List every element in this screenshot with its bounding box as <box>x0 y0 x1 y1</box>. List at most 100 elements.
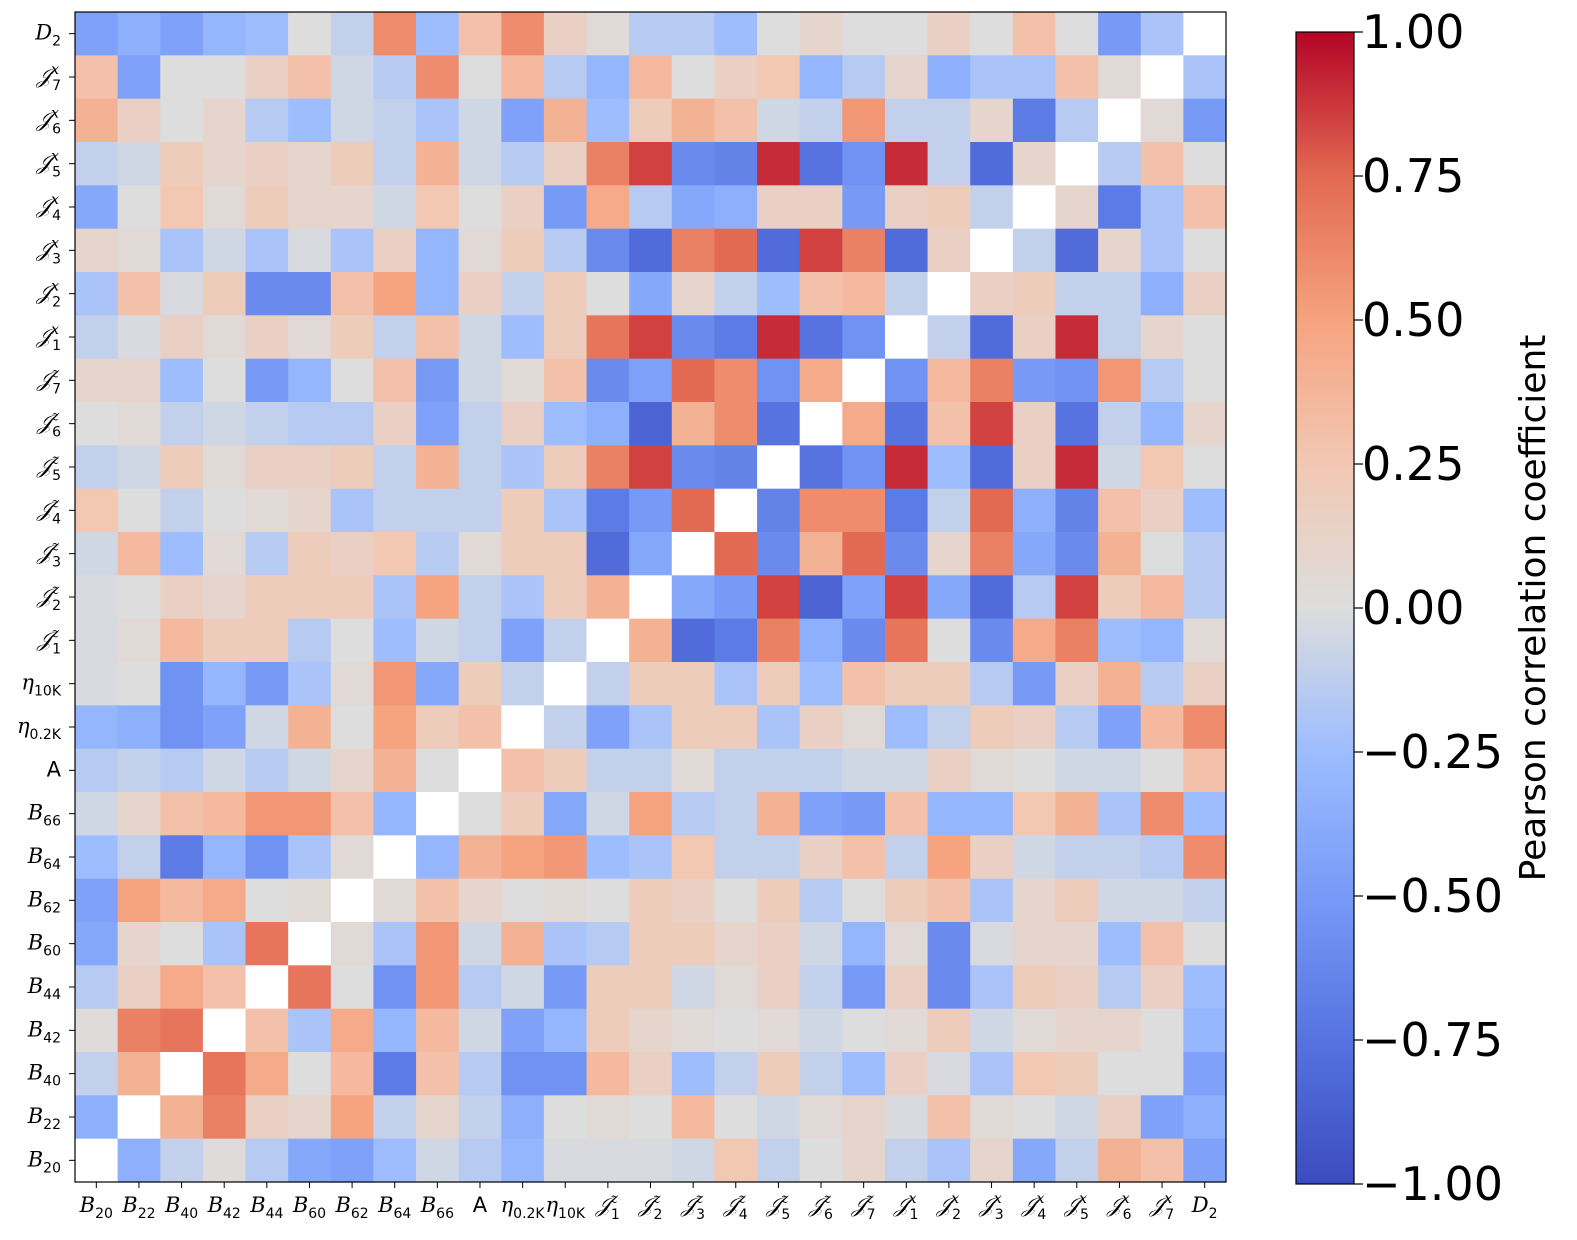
heatmap-cell <box>75 98 119 143</box>
heatmap-cell <box>245 488 289 533</box>
heatmap-cell <box>458 402 502 446</box>
heatmap-cell <box>757 142 801 186</box>
heatmap-cell <box>1140 1052 1184 1096</box>
heatmap-cell <box>543 12 588 56</box>
colorbar-tick-label: 0.00 <box>1362 581 1464 635</box>
heatmap-cell <box>416 705 460 750</box>
heatmap-cell <box>458 315 502 360</box>
heatmap-cell <box>373 185 417 230</box>
heatmap-cell <box>671 98 716 143</box>
heatmap-cell <box>799 965 843 1010</box>
heatmap-cell <box>884 445 929 490</box>
tick-label: 𝒥x 2 <box>936 1191 961 1223</box>
heatmap-cell <box>330 1095 375 1140</box>
heatmap-cell <box>1183 488 1227 533</box>
heatmap-cell <box>458 878 502 923</box>
heatmap-cell <box>160 272 204 316</box>
heatmap-cell <box>1183 922 1227 966</box>
heatmap-cell <box>117 12 161 56</box>
heatmap-cell <box>586 55 630 100</box>
heatmap-cell <box>884 272 929 316</box>
heatmap-cell <box>288 965 332 1010</box>
heatmap-cell <box>757 402 801 446</box>
heatmap-cell <box>330 878 375 923</box>
heatmap-cell <box>288 662 332 706</box>
heatmap-cell <box>75 618 119 663</box>
heatmap-cell <box>288 705 332 750</box>
heatmap-cell <box>202 922 247 966</box>
heatmap-cell <box>799 55 843 100</box>
heatmap-cell <box>373 705 417 750</box>
heatmap-cell <box>970 1008 1014 1053</box>
heatmap-cell <box>1098 488 1142 533</box>
heatmap-cell <box>458 748 502 793</box>
heatmap-cell <box>330 315 375 360</box>
heatmap-cell <box>288 1052 332 1096</box>
heatmap-cell <box>629 618 673 663</box>
heatmap-cell <box>75 662 119 706</box>
heatmap-cell <box>842 445 886 490</box>
heatmap-cell <box>927 12 971 56</box>
heatmap-cell <box>842 1138 886 1183</box>
heatmap-cell <box>1140 445 1184 490</box>
heatmap-cell <box>501 965 545 1010</box>
heatmap-cell <box>1183 272 1227 316</box>
heatmap-cell <box>416 922 460 966</box>
tick-label: B62 <box>27 887 61 916</box>
tick-label: A <box>473 1193 488 1217</box>
heatmap-cell <box>970 532 1014 576</box>
heatmap-cell <box>586 965 630 1010</box>
heatmap-cell <box>757 1138 801 1183</box>
heatmap-cell <box>1098 705 1142 750</box>
heatmap-cell <box>970 445 1014 490</box>
heatmap-cell <box>1183 358 1227 403</box>
heatmap-cell <box>543 748 588 793</box>
heatmap-cell <box>842 228 886 273</box>
heatmap-cell <box>1055 1008 1099 1053</box>
heatmap-cell <box>671 12 716 56</box>
heatmap-cell <box>842 358 886 403</box>
heatmap-cell <box>1183 575 1227 620</box>
heatmap-cell <box>416 228 460 273</box>
heatmap-cell <box>1140 662 1184 706</box>
heatmap-cell <box>1140 142 1184 186</box>
heatmap-cell <box>117 1008 161 1053</box>
heatmap-cell <box>416 662 460 706</box>
heatmap-cell <box>799 98 843 143</box>
heatmap-cell <box>927 228 971 273</box>
heatmap-cell <box>117 532 161 576</box>
heatmap-cell <box>117 445 161 490</box>
heatmap-cell <box>714 1138 758 1183</box>
heatmap-cell <box>970 98 1014 143</box>
heatmap-cell <box>501 55 545 100</box>
heatmap-cell <box>288 98 332 143</box>
heatmap-cell <box>458 55 502 100</box>
heatmap-cell <box>671 705 716 750</box>
heatmap-cell <box>714 1008 758 1053</box>
heatmap-cell <box>1055 618 1099 663</box>
heatmap-cell <box>927 878 971 923</box>
heatmap-cell <box>117 55 161 100</box>
heatmap-cell <box>245 662 289 706</box>
heatmap-cell <box>927 835 971 880</box>
heatmap-cell <box>970 1138 1014 1183</box>
heatmap-cell <box>458 358 502 403</box>
heatmap-cell <box>416 402 460 446</box>
heatmap-cell <box>202 228 247 273</box>
heatmap-cell <box>757 228 801 273</box>
heatmap-cell <box>202 402 247 446</box>
heatmap-cell <box>671 792 716 836</box>
heatmap-cell <box>799 272 843 316</box>
heatmap-cell <box>629 1095 673 1140</box>
heatmap-cell <box>458 618 502 663</box>
heatmap-cell <box>202 748 247 793</box>
heatmap-cell <box>117 618 161 663</box>
heatmap-cell <box>75 792 119 836</box>
heatmap-cell <box>970 228 1014 273</box>
heatmap-cell <box>927 662 971 706</box>
heatmap-cell <box>586 185 630 230</box>
heatmap-cell <box>245 12 289 56</box>
heatmap-cell <box>202 98 247 143</box>
heatmap-cell <box>245 1052 289 1096</box>
heatmap-cell <box>799 878 843 923</box>
